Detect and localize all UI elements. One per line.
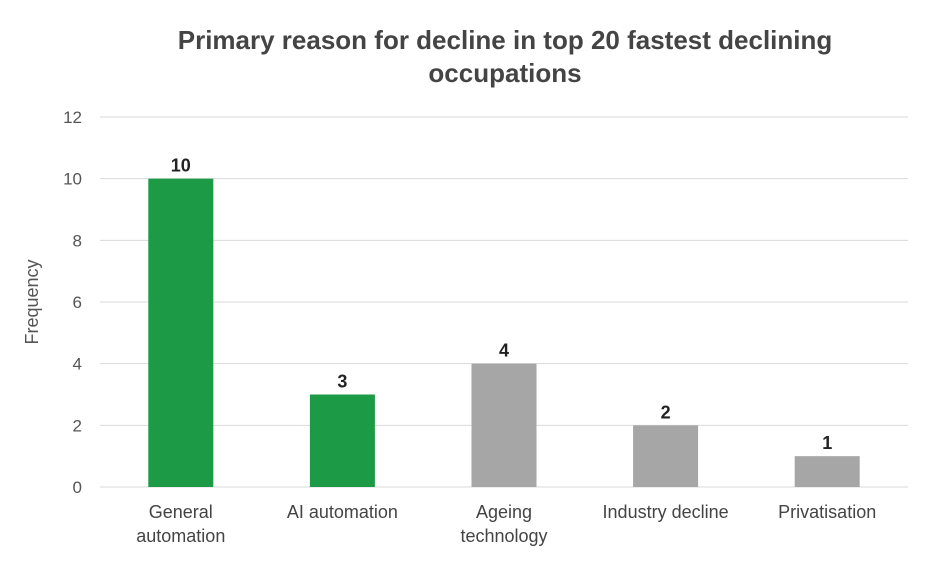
- value-label-2: 3: [337, 372, 347, 392]
- category-label-4: Industry decline: [603, 502, 729, 522]
- y-axis-label: Frequency: [22, 259, 42, 344]
- value-label-5: 1: [822, 433, 832, 453]
- bar-3: [471, 363, 537, 487]
- bar-1: [148, 178, 214, 487]
- y-tick-label-6: 6: [73, 293, 82, 312]
- category-label-2: AI automation: [287, 502, 398, 522]
- bar-4: [633, 425, 699, 487]
- value-label-3: 4: [499, 341, 509, 361]
- y-tick-label-8: 8: [73, 231, 82, 250]
- category-label-1: General automation: [136, 502, 225, 546]
- y-tick-label-2: 2: [73, 416, 82, 435]
- y-tick-label-0: 0: [73, 478, 82, 497]
- x-axis-categories: General automation AI automation Ageing tech…: [136, 502, 876, 546]
- category-label-5: Privatisation: [778, 502, 876, 522]
- bars: [148, 178, 860, 487]
- chart-title-line-2: occupations: [428, 58, 581, 88]
- chart-title: Primary reason for decline in top 20 fas…: [178, 25, 833, 88]
- value-label-4: 2: [661, 402, 671, 422]
- y-tick-label-4: 4: [73, 355, 82, 374]
- y-axis-title: Frequency: [22, 259, 42, 344]
- y-tick-label-12: 12: [63, 108, 82, 127]
- value-label-1: 10: [171, 156, 191, 176]
- value-labels: 10 3 4 2 1: [171, 156, 832, 453]
- bar-5: [794, 456, 860, 487]
- chart-title-line-1: Primary reason for decline in top 20 fas…: [178, 25, 833, 55]
- bar-2: [309, 394, 375, 487]
- y-tick-label-10: 10: [63, 170, 82, 189]
- category-label-3: Ageing technology: [460, 502, 547, 546]
- y-axis-ticks: 0 2 4 6 8 10 12: [63, 108, 82, 497]
